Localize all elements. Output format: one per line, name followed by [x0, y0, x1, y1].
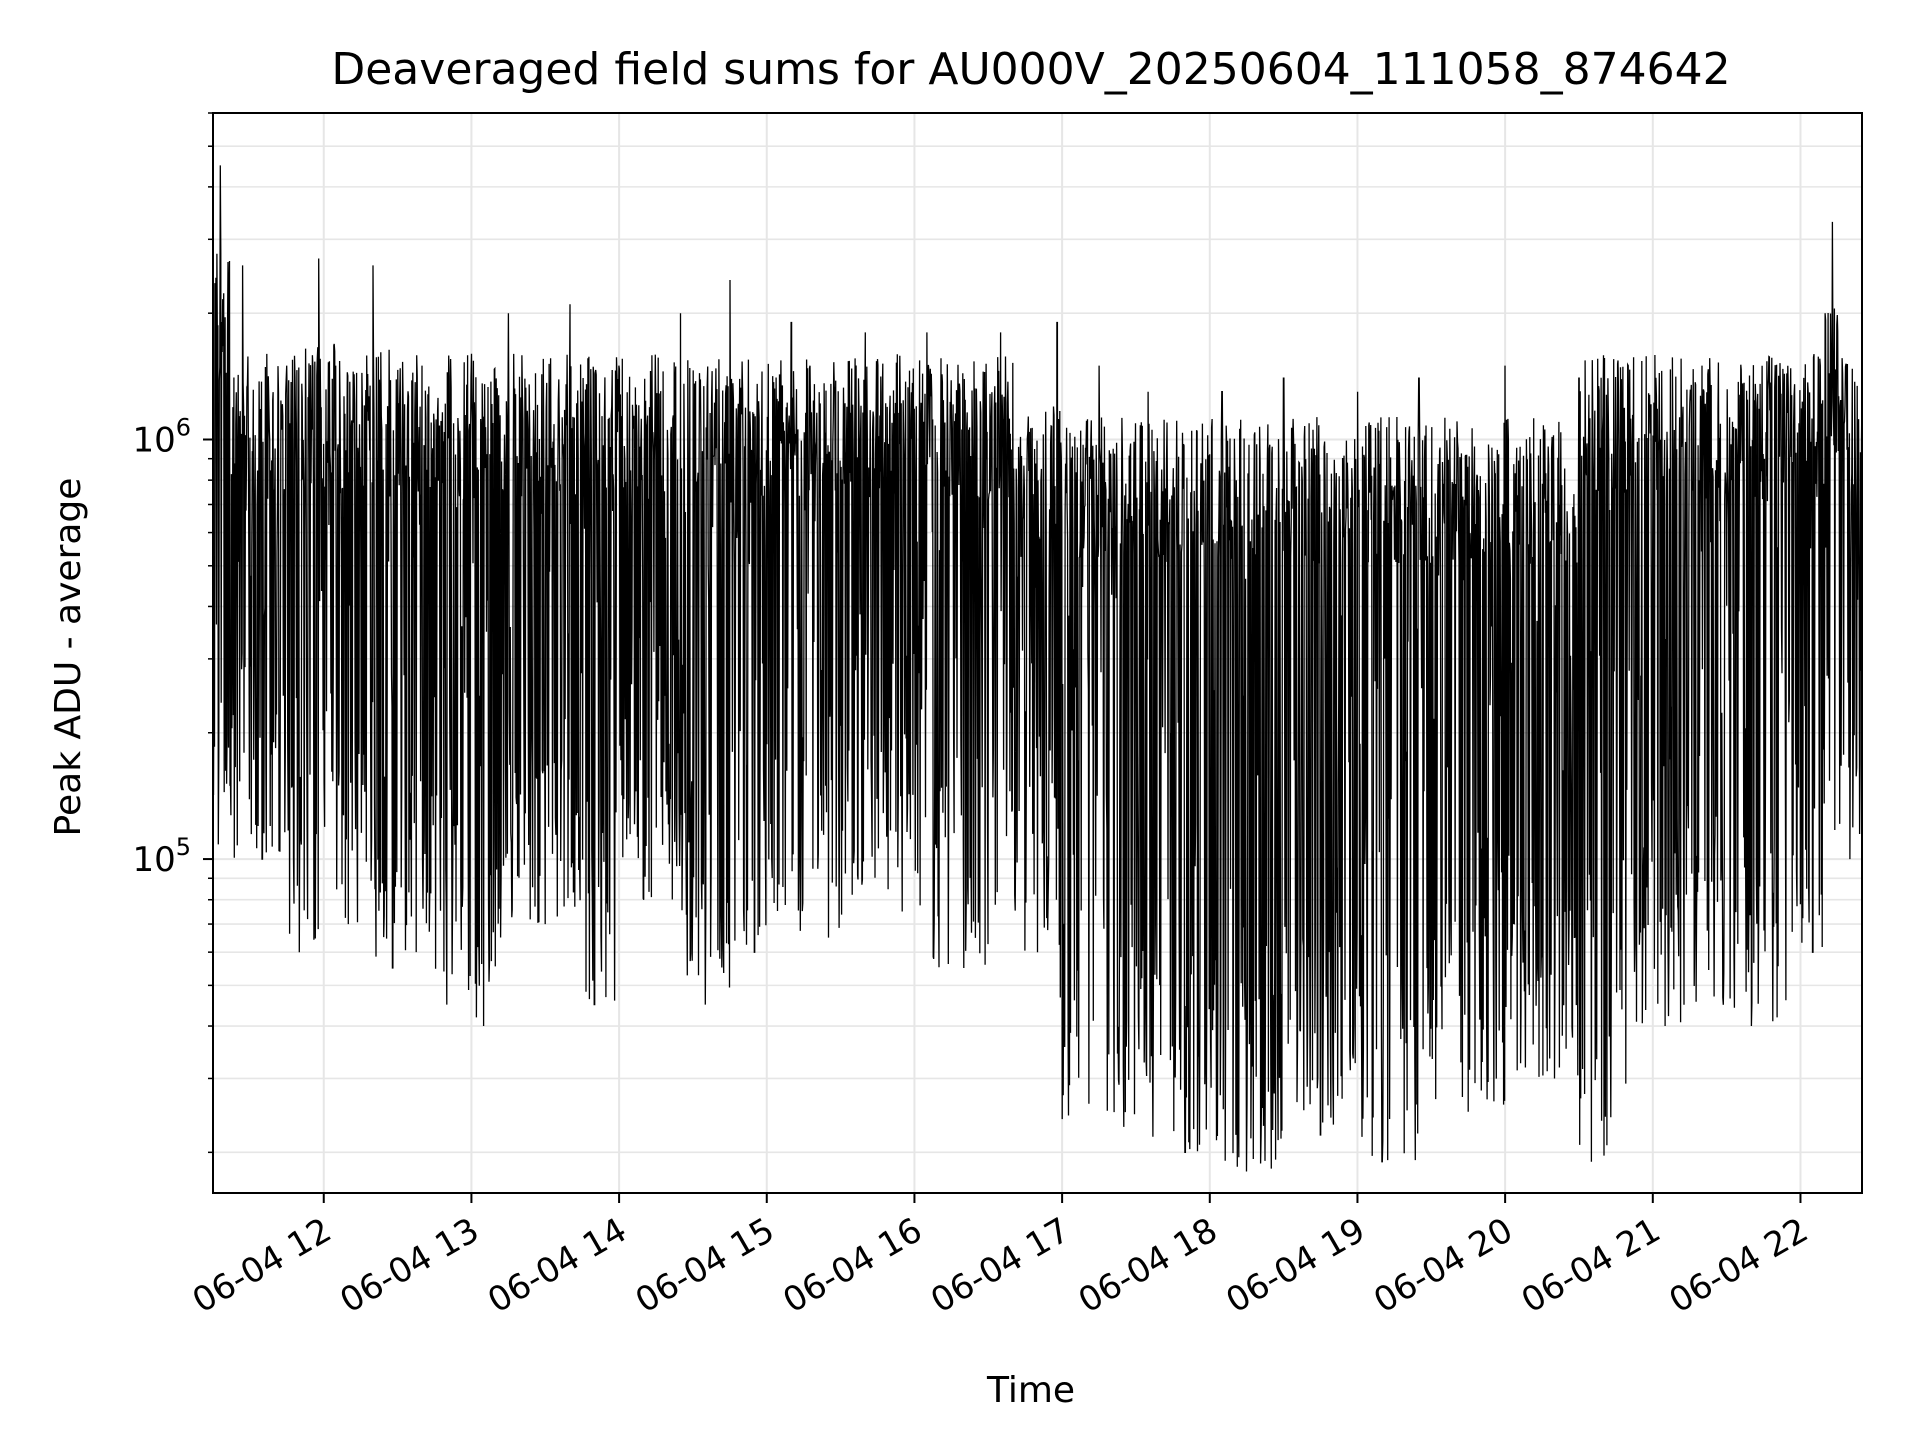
- y-axis-label: Peak ADU - average: [48, 478, 89, 837]
- plot-frame: [212, 112, 1863, 1194]
- y-tick-label: 106: [132, 413, 191, 460]
- y-tick-label: 105: [132, 833, 191, 880]
- chart-title: Deaveraged field sums for AU000V_2025060…: [331, 44, 1730, 95]
- x-axis-label: Time: [986, 1370, 1075, 1411]
- y-axis-ticks: 105 106: [132, 112, 213, 1154]
- series-path: [212, 165, 1863, 1172]
- series-line: [212, 165, 1863, 1172]
